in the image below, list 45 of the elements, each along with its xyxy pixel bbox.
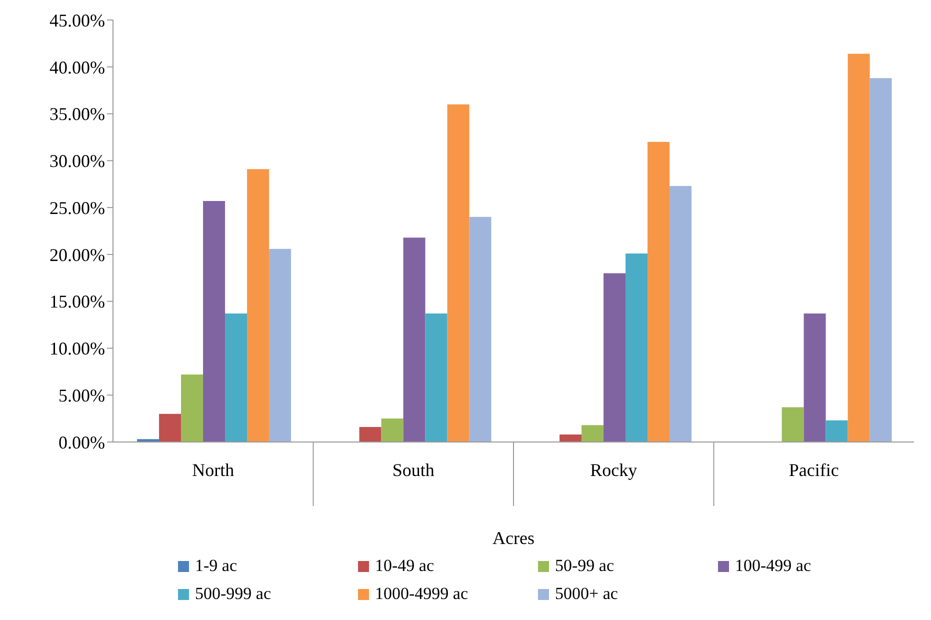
legend-label: 500-999 ac — [195, 583, 272, 605]
y-tick-label: 25.00% — [50, 198, 105, 218]
legend-label: 100-499 ac — [735, 555, 812, 577]
bar — [670, 186, 692, 442]
legend-label: 1000-4999 ac — [375, 583, 468, 605]
bar — [782, 407, 804, 442]
bar — [269, 248, 292, 442]
y-tick-label: 0.00% — [58, 432, 105, 452]
y-tick-label: 15.00% — [50, 292, 105, 312]
bar — [804, 314, 826, 442]
x-tick-label: Rocky — [590, 460, 638, 480]
bar — [447, 104, 470, 442]
y-tick-label: 45.00% — [50, 10, 105, 30]
bar — [225, 314, 248, 442]
bar — [604, 273, 626, 442]
bar — [560, 434, 582, 442]
bar — [826, 420, 848, 442]
y-tick-label: 35.00% — [50, 104, 105, 124]
bar — [469, 216, 492, 442]
bar — [648, 142, 670, 442]
y-tick-label: 5.00% — [58, 386, 105, 406]
legend-label: 1-9 ac — [195, 555, 238, 577]
bar — [425, 314, 448, 442]
legend-label: 50-99 ac — [555, 555, 614, 577]
bar — [381, 418, 404, 442]
bar — [203, 200, 226, 442]
x-axis-title: Acres — [492, 528, 534, 548]
x-tick-label: South — [392, 460, 434, 480]
bar — [247, 169, 270, 442]
y-tick-label: 10.00% — [50, 338, 105, 359]
x-tick-label: North — [192, 460, 234, 480]
bar — [181, 374, 204, 442]
y-tick-label: 40.00% — [50, 57, 105, 78]
x-tick-label: Pacific — [788, 460, 839, 480]
bar — [159, 414, 182, 442]
legend-label: 5000+ ac — [555, 583, 618, 605]
bar — [582, 425, 604, 442]
bar — [626, 254, 648, 442]
bar — [870, 78, 892, 442]
legend-label: 10-49 ac — [375, 555, 434, 577]
bar — [848, 54, 870, 442]
y-tick-label: 20.00% — [50, 244, 105, 265]
bar — [403, 238, 426, 442]
y-tick-label: 30.00% — [50, 151, 105, 172]
bar — [359, 426, 382, 442]
